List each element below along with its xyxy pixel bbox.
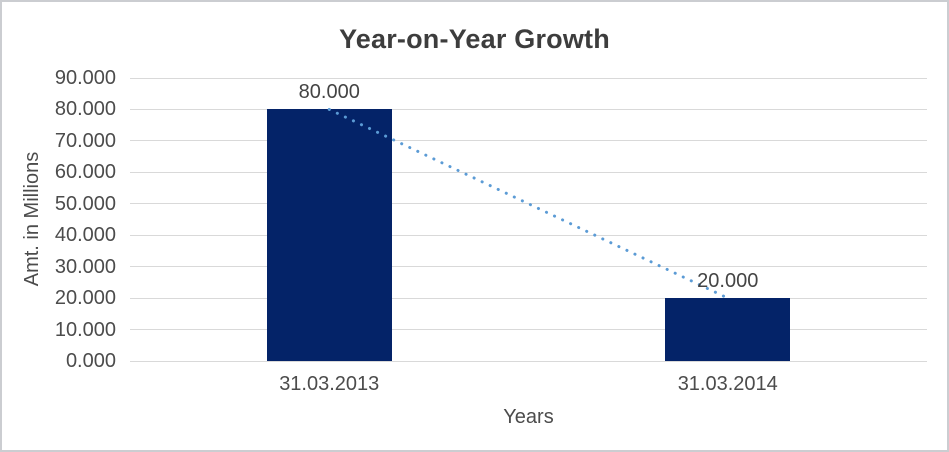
y-tick-label: 60.000	[54, 161, 116, 184]
gridline	[130, 329, 927, 331]
x-axis-title: Years	[503, 406, 554, 428]
gridline	[130, 234, 927, 236]
gridline	[130, 203, 927, 205]
y-axis-title-text: Amt. in Millions	[21, 151, 43, 287]
gridline	[130, 360, 927, 362]
y-tick-label: 80.000	[54, 98, 116, 121]
gridline	[130, 108, 927, 110]
y-tick-label: 70.000	[54, 129, 116, 152]
y-tick-label: 20.000	[54, 287, 116, 310]
x-tick-label: 31.03.2014	[677, 373, 778, 395]
data-label: 80.000	[298, 81, 360, 104]
y-tick-label: 90.000	[54, 67, 116, 89]
bar-31.03.2013	[266, 109, 392, 361]
gridline	[130, 77, 927, 79]
gridline	[130, 266, 927, 268]
gridline	[130, 140, 927, 142]
gridline	[130, 171, 927, 173]
gridline	[130, 297, 927, 299]
y-tick-label: 30.000	[54, 255, 116, 278]
chart-title: Year-on-Year Growth	[339, 24, 610, 54]
y-tick-label: 50.000	[54, 192, 116, 215]
y-tick-label: 0.000	[65, 350, 116, 372]
data-label: 20.000	[697, 270, 759, 293]
y-tick-label: 40.000	[54, 224, 116, 247]
x-tick-label: 31.03.2013	[279, 373, 380, 395]
bar-31.03.2014	[665, 298, 791, 361]
y-tick-label: 10.000	[54, 318, 116, 341]
